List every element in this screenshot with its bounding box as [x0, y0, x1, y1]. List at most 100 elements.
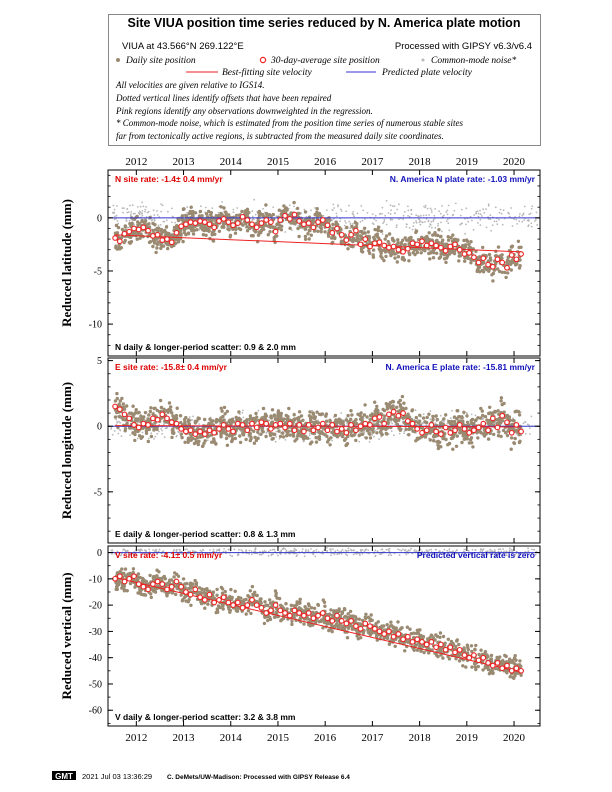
common-mode-point [272, 206, 275, 209]
avg30-point [286, 420, 293, 427]
daily-point [214, 442, 218, 446]
daily-point [198, 435, 203, 439]
daily-point [391, 238, 395, 242]
daily-point [482, 260, 486, 265]
common-mode-point [141, 431, 144, 434]
daily-point [461, 243, 465, 248]
common-mode-point [364, 549, 367, 551]
daily-point [393, 644, 397, 648]
panel-frame [107, 169, 541, 357]
avg30-point [475, 424, 482, 431]
daily-point [149, 434, 154, 439]
daily-point [441, 436, 445, 441]
common-mode-point [467, 549, 470, 552]
common-mode-point [130, 213, 132, 216]
daily-point [481, 245, 485, 250]
avg30-point [268, 219, 274, 225]
common-mode-point [198, 423, 201, 425]
common-mode-point [337, 204, 339, 206]
common-mode-point [387, 212, 390, 214]
daily-point [183, 440, 187, 444]
avg30-point [324, 427, 331, 434]
common-mode-point [494, 554, 497, 557]
daily-point [164, 225, 169, 229]
common-mode-point [391, 422, 394, 425]
avg30-point [140, 224, 147, 231]
daily-point [307, 414, 312, 418]
daily-point [503, 270, 507, 275]
daily-point [506, 429, 510, 433]
daily-point [255, 415, 259, 419]
daily-point [376, 409, 380, 413]
common-mode-point [271, 548, 274, 551]
daily-point [350, 413, 354, 417]
common-mode-point [477, 212, 480, 215]
common-mode-point [161, 433, 164, 435]
common-mode-point [132, 212, 135, 215]
common-mode-point [209, 549, 211, 551]
common-mode-point [430, 220, 433, 223]
common-mode-point [142, 205, 145, 208]
common-mode-point [459, 214, 462, 217]
avg30-point [296, 422, 303, 428]
daily-point [147, 222, 151, 226]
common-mode-point [358, 432, 361, 435]
daily-point [137, 410, 141, 415]
common-mode-point [417, 553, 420, 555]
common-mode-point [237, 553, 240, 556]
common-mode-point [116, 422, 118, 424]
common-mode-point [500, 212, 503, 215]
common-mode-point [113, 430, 116, 432]
avg30-point [513, 422, 520, 428]
common-mode-point [284, 439, 287, 441]
common-mode-point [288, 204, 291, 207]
common-mode-point [483, 212, 486, 214]
avg30-point [310, 427, 317, 434]
common-mode-point [347, 547, 350, 550]
avg30-point [348, 422, 354, 428]
daily-point [518, 439, 522, 443]
daily-point [181, 239, 185, 244]
daily-point [247, 226, 252, 230]
avg30-point [371, 415, 378, 422]
daily-point [137, 434, 142, 438]
common-mode-point [521, 214, 524, 217]
avg30-point [145, 227, 151, 234]
common-mode-point [262, 207, 264, 210]
daily-point [326, 232, 330, 236]
daily-point [452, 419, 457, 424]
daily-point [436, 446, 441, 451]
common-mode-point [398, 549, 401, 551]
common-mode-point [500, 550, 503, 553]
daily-point [381, 407, 385, 412]
avg30-point [272, 422, 279, 428]
daily-point [264, 434, 268, 439]
daily-point [359, 428, 364, 432]
daily-point [412, 248, 417, 252]
daily-point [419, 251, 423, 255]
daily-point [203, 417, 207, 422]
common-mode-point [429, 418, 432, 420]
common-mode-point [390, 209, 392, 212]
common-mode-point [410, 213, 413, 216]
daily-point [457, 642, 461, 647]
daily-point [509, 447, 513, 451]
daily-point [307, 228, 311, 233]
daily-point [450, 250, 454, 254]
daily-point [180, 218, 184, 222]
common-mode-point [358, 440, 361, 443]
avg30-point [112, 403, 118, 410]
common-mode-point [498, 218, 500, 221]
common-mode-point [242, 409, 244, 412]
daily-point [475, 429, 480, 433]
daily-point [227, 419, 231, 424]
daily-point [437, 228, 441, 232]
common-mode-point [186, 211, 189, 214]
daily-point [176, 218, 181, 223]
daily-point [496, 409, 500, 413]
common-mode-point [414, 409, 417, 412]
common-mode-point [115, 217, 117, 220]
common-mode-point [174, 553, 177, 556]
daily-point [370, 412, 374, 416]
